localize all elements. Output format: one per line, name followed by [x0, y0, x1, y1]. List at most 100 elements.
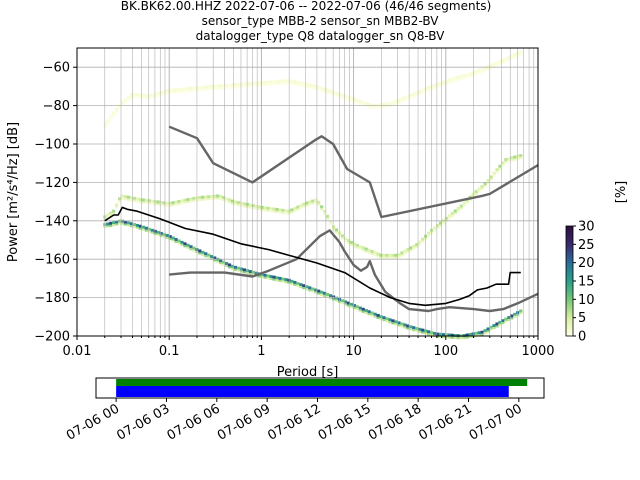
colorbar-segment	[566, 237, 573, 240]
series-line-reference-low	[169, 229, 539, 313]
density-cell	[192, 89, 196, 92]
density-cell	[118, 106, 122, 109]
density-cell	[272, 207, 276, 211]
density-cell	[106, 213, 110, 217]
density-cell	[438, 81, 443, 85]
density-cell	[236, 204, 241, 207]
density-cell	[126, 221, 131, 225]
density-cell	[480, 70, 484, 73]
density-cell	[317, 292, 321, 295]
density-cell	[183, 198, 187, 202]
colorbar-tick-label: 20	[578, 256, 595, 271]
density-cell	[299, 286, 303, 289]
density-cell	[444, 216, 449, 220]
density-cell	[418, 330, 422, 333]
density-cell	[370, 250, 374, 254]
density-cell	[459, 74, 463, 78]
density-cell	[334, 299, 339, 302]
density-cell	[118, 197, 122, 201]
density-cell	[421, 88, 425, 92]
density-cell	[403, 323, 407, 327]
density-cell	[263, 273, 267, 277]
density-cell	[290, 211, 294, 214]
density-cell	[513, 315, 517, 318]
colorbar-segment	[566, 242, 573, 245]
density-cell	[320, 89, 324, 92]
density-cell	[141, 96, 145, 99]
density-band	[103, 154, 523, 259]
density-cell	[513, 155, 517, 159]
density-cell	[180, 243, 184, 246]
density-cell	[183, 90, 187, 93]
density-cell	[480, 67, 484, 71]
density-cell	[468, 75, 472, 78]
density-cell	[504, 158, 508, 162]
density-cell	[459, 204, 463, 208]
density-cell	[343, 303, 348, 306]
density-cell	[224, 86, 229, 89]
density-cell	[281, 277, 285, 281]
density-cell	[251, 84, 255, 87]
density-cell	[123, 98, 128, 102]
density-cell	[224, 200, 229, 203]
density-cell	[141, 93, 145, 97]
timeline-tick-label: 07-06 09	[215, 401, 273, 443]
colorbar-segment	[566, 301, 573, 304]
density-cell	[281, 79, 285, 83]
density-cell	[394, 99, 398, 103]
density-cell	[132, 95, 137, 98]
density-cell	[189, 245, 193, 249]
density-cell	[213, 259, 217, 262]
density-cell	[465, 333, 469, 337]
density-cell	[284, 82, 288, 85]
density-cell	[269, 83, 273, 86]
density-cell	[480, 333, 484, 336]
title-line-3: datalogger_type Q8 datalogger_sn Q8-BV	[196, 29, 446, 43]
density-cell	[355, 305, 359, 309]
density-cell	[462, 77, 466, 80]
density-cell	[284, 212, 288, 215]
density-cell	[424, 332, 428, 335]
density-cell	[504, 317, 508, 321]
density-cell	[180, 202, 184, 205]
density-cell	[227, 83, 232, 87]
density-cell	[323, 87, 327, 91]
density-cell	[406, 324, 410, 328]
density-cell	[227, 201, 232, 204]
density-bands	[103, 50, 523, 340]
colorbar-segment	[566, 284, 573, 287]
density-cell	[447, 78, 452, 82]
colorbar-segment	[566, 308, 573, 311]
density-cell	[438, 84, 443, 87]
density-cell	[376, 255, 380, 258]
density-cell	[186, 198, 190, 202]
density-cell	[239, 270, 244, 273]
density-cell	[227, 86, 232, 89]
density-cell	[174, 237, 178, 241]
density-cell	[513, 56, 517, 59]
density-cell	[189, 89, 193, 92]
density-cell	[224, 197, 229, 201]
density-cell	[453, 79, 457, 82]
density-cell	[147, 94, 151, 98]
density-cell	[257, 81, 261, 85]
density-cell	[450, 211, 455, 215]
density-cell	[489, 325, 493, 329]
density-cell	[183, 242, 187, 246]
density-cell	[376, 252, 380, 256]
density-cell	[222, 196, 226, 200]
density-cell	[269, 207, 273, 211]
density-cell	[462, 74, 466, 78]
density-cell	[486, 68, 490, 71]
density-cell	[320, 290, 324, 294]
density-cell	[132, 199, 137, 202]
density-cell	[251, 270, 255, 274]
colorbar-segment	[566, 271, 573, 275]
density-cell	[213, 87, 217, 90]
density-cell	[495, 168, 499, 172]
density-cell	[180, 90, 184, 93]
colorbar-segment	[566, 303, 573, 306]
density-cell	[328, 297, 333, 300]
density-cell	[326, 217, 330, 220]
title-line-1: BK.BK62.00.HHZ 2022-07-06 -- 2022-07-06 …	[121, 0, 492, 13]
